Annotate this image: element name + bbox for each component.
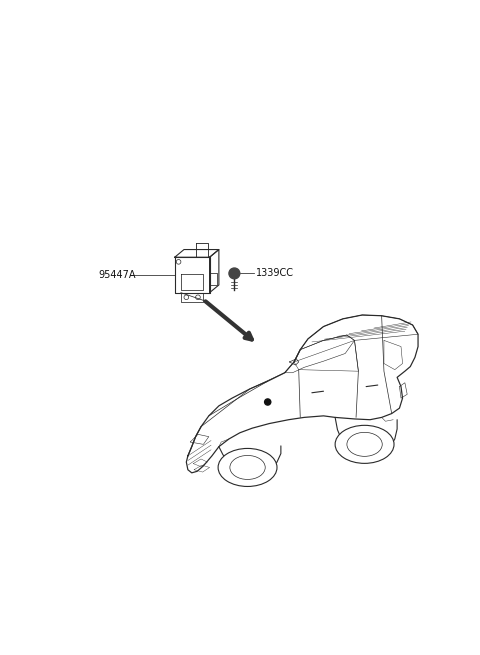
Circle shape <box>264 399 271 405</box>
Text: 1339CC: 1339CC <box>256 269 294 278</box>
Ellipse shape <box>347 432 382 457</box>
Circle shape <box>229 268 240 279</box>
Ellipse shape <box>218 449 277 487</box>
Ellipse shape <box>230 455 265 479</box>
Ellipse shape <box>335 425 394 463</box>
Text: 95447A: 95447A <box>99 270 136 280</box>
